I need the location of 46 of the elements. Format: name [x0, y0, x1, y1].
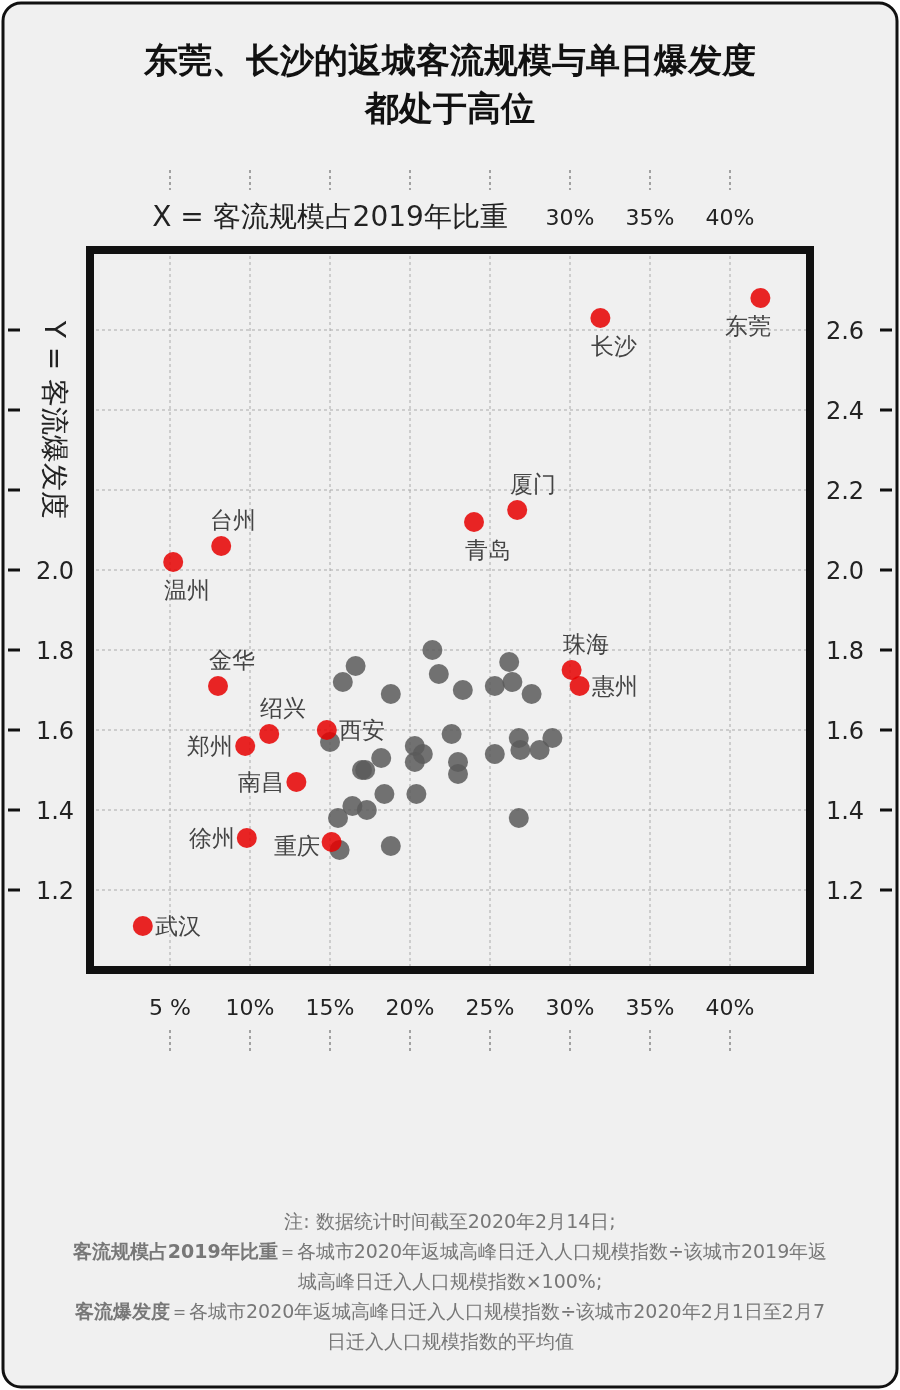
y-axis-title: Y = 客流爆发度 — [38, 319, 71, 520]
annotation: 厦门 — [510, 471, 557, 497]
annotation: 郑州 — [187, 733, 234, 759]
y2-tick-label: 2.4 — [825, 397, 865, 425]
text: 客流爆发度＝各城市2020年返城高峰日迁入人口规模指数÷该城市2020年2月1日至2月7日迁入人口规模指数的平均值 — [74, 1300, 825, 1352]
x-tick-label: 15% — [305, 995, 355, 1020]
x2-tick-label: 35% — [625, 205, 675, 230]
y-tick-label: 1.8 — [35, 637, 75, 665]
annotation: 台州 — [210, 507, 257, 533]
y2-tick-label: 2.2 — [825, 477, 865, 505]
y2-tick-label: 1.8 — [825, 637, 865, 665]
x2-tick-label: 30% — [545, 205, 595, 230]
y2-tick-label: 1.6 — [825, 717, 865, 745]
y-tick-label: 1.4 — [35, 797, 75, 825]
y-tick-label: 2.0 — [35, 557, 75, 585]
y-tick-label: 1.6 — [35, 717, 75, 745]
y2-tick-label: 2.6 — [825, 317, 865, 345]
chart-title: 东莞、长沙的返城客流规模与单日爆发度都处于高位 — [143, 40, 756, 128]
x-tick-label: 10% — [225, 995, 275, 1020]
annotation: 西安 — [338, 717, 385, 743]
annotation: 惠州 — [590, 673, 638, 699]
y-tick-label: 1.2 — [35, 877, 75, 905]
y2-tick-label: 1.2 — [825, 877, 865, 905]
y2-tick-label: 1.4 — [825, 797, 865, 825]
x-tick-label: 20% — [385, 995, 435, 1020]
x-axis-title: X = 客流规模占2019年比重 — [152, 200, 508, 233]
annotation: 珠海 — [562, 631, 609, 657]
text: 客流规模占2019年比重＝各城市2020年返城高峰日迁入人口规模指数÷该城市2019年返城高峰日迁入人口规模指数×100%; — [71, 1240, 828, 1292]
text: 注: 数据统计时间截至2020年2月14日; — [284, 1210, 616, 1232]
x-tick-label: 5 % — [149, 995, 191, 1020]
annotation: 青岛 — [465, 537, 511, 563]
x-tick-label: 35% — [625, 995, 675, 1020]
annotation: 重庆 — [273, 833, 320, 859]
annotation: 长沙 — [591, 333, 638, 359]
annotation: 金华 — [209, 647, 255, 673]
x-tick-label: 30% — [545, 995, 595, 1020]
annotation: 温州 — [164, 577, 211, 603]
annotation: 南昌 — [238, 769, 285, 795]
x-tick-label: 40% — [705, 995, 755, 1020]
x2-tick-label: 40% — [705, 205, 755, 230]
y2-tick-label: 2.0 — [825, 557, 865, 585]
annotation: 武汉 — [154, 913, 201, 939]
x-tick-label: 25% — [465, 995, 515, 1020]
annotation: 绍兴 — [260, 695, 307, 721]
annotation: 徐州 — [188, 825, 235, 851]
annotation: 东莞 — [725, 313, 772, 339]
